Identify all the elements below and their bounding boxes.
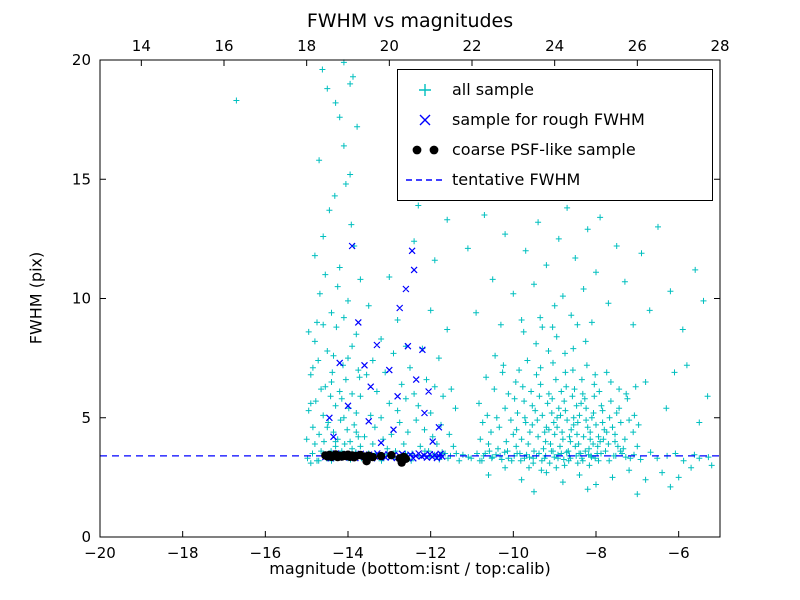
legend-label: sample for rough FWHM — [452, 110, 645, 129]
x-top-tick-label: 20 — [380, 37, 399, 55]
coarse-psf-point — [376, 451, 386, 461]
x-tick-label: −10 — [498, 544, 530, 562]
legend-item-all-sample: all sample — [398, 75, 712, 105]
x-top-tick-label: 28 — [710, 37, 729, 55]
dot-marker-glyph — [412, 145, 422, 155]
x-tick-label: −8 — [585, 544, 607, 562]
x-top-tick-label: 16 — [214, 37, 233, 55]
chart-title: FWHM vs magnitudes — [306, 10, 514, 32]
x-top-tick-label: 22 — [462, 37, 481, 55]
x-top-tick-label: 26 — [628, 37, 647, 55]
x-tick-label: −12 — [415, 544, 447, 562]
x-marker-icon — [419, 114, 431, 126]
coarse-psf-point — [397, 458, 406, 467]
x-tick-label: −16 — [250, 544, 282, 562]
y-tick-label: 0 — [81, 528, 91, 546]
scatter-rough-fwhm — [321, 242, 446, 462]
x-marker-glyph — [419, 114, 431, 126]
x-axis-bottom-ticks: −20 −18 −16 −14 −12 −10 −8 −6 — [84, 531, 690, 562]
dashed-line-icon — [406, 179, 444, 181]
x-axis-label: magnitude (bottom:isnt / top:calib) — [269, 559, 551, 578]
coarse-psf-point — [362, 457, 371, 466]
legend-item-tentative-fwhm: tentative FWHM — [398, 165, 712, 195]
x-axis-top-ticks: 14 16 18 20 22 24 26 28 — [132, 37, 730, 66]
x-top-tick-label: 14 — [132, 37, 151, 55]
y-axis-ticks: 0 5 10 15 20 — [72, 51, 720, 546]
x-tick-label: −20 — [84, 544, 116, 562]
plus-marker-glyph — [419, 84, 431, 96]
x-tick-label: −14 — [332, 544, 364, 562]
coarse-psf-point — [368, 452, 377, 462]
y-tick-label: 15 — [72, 170, 91, 188]
y-tick-label: 10 — [72, 290, 91, 308]
legend-label: all sample — [452, 80, 534, 99]
x-tick-label: −6 — [668, 544, 690, 562]
dot-marker-glyph — [429, 145, 439, 155]
coarse-psf-point — [387, 451, 396, 460]
legend-label: tentative FWHM — [452, 170, 581, 189]
legend-item-rough-fwhm: sample for rough FWHM — [398, 105, 712, 135]
legend-item-coarse-psf: coarse PSF-like sample — [398, 135, 712, 165]
x-top-tick-label: 18 — [297, 37, 316, 55]
dot-marker-icon — [412, 145, 439, 155]
legend-label: coarse PSF-like sample — [452, 140, 636, 159]
x-tick-label: −18 — [167, 544, 199, 562]
plus-marker-icon — [419, 84, 431, 96]
scatter-coarse-psf — [321, 450, 411, 467]
y-tick-label: 20 — [72, 51, 91, 69]
y-axis-label: FWHM (pix) — [26, 251, 46, 345]
x-top-tick-label: 24 — [545, 37, 564, 55]
legend: all sample sample for rough FWHM coarse … — [397, 69, 713, 201]
y-tick-label: 5 — [81, 409, 91, 427]
